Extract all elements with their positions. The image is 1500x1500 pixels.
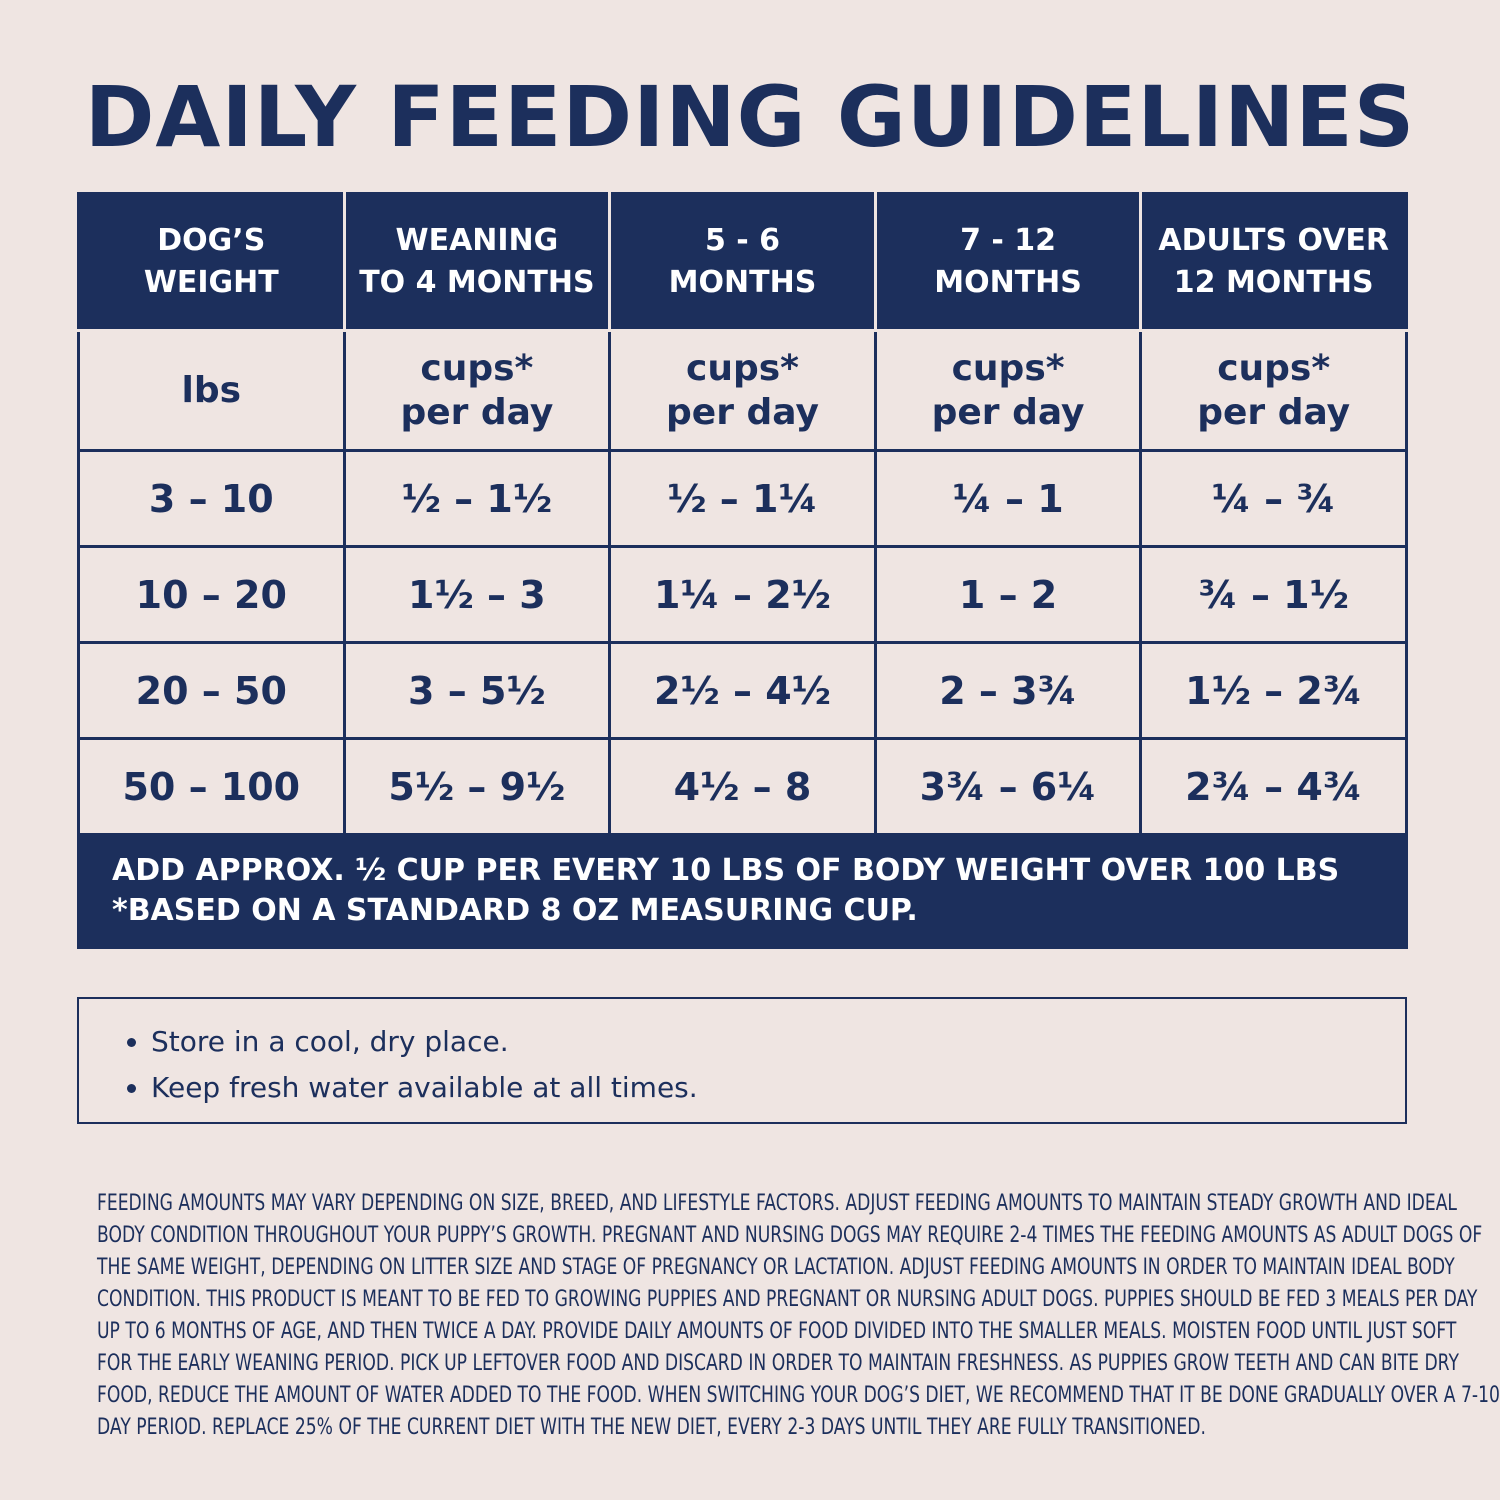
- data-cell: 50 – 100: [77, 737, 346, 836]
- unit-cell: cups* per day: [342, 329, 612, 452]
- header-cell: DOG’S WEIGHT: [77, 192, 346, 332]
- fine-print-line: CONDITION. THIS PRODUCT IS MEANT TO BE F…: [97, 1287, 1478, 1312]
- unit-line: per day: [1197, 391, 1351, 433]
- unit-line: per day: [931, 391, 1085, 433]
- header-line: 12 MONTHS: [1173, 265, 1374, 300]
- data-cell: 10 – 20: [77, 545, 346, 644]
- unit-cell: cups* per day: [873, 329, 1143, 452]
- footer-line: ADD APPROX. ½ CUP PER EVERY 10 LBS OF BO…: [112, 853, 1340, 888]
- unit-line: per day: [400, 391, 554, 433]
- footer-cell: ADD APPROX. ½ CUP PER EVERY 10 LBS OF BO…: [77, 833, 1408, 949]
- header-line: 5 - 6: [704, 223, 781, 258]
- fine-print-line: THE SAME WEIGHT, DEPENDING ON LITTER SIZ…: [97, 1255, 1455, 1280]
- unit-line: cups*: [951, 347, 1065, 389]
- data-cell: ¼ – 1: [873, 449, 1143, 548]
- unit-line: lbs: [181, 369, 242, 411]
- data-cell: 2 – 3¾: [873, 641, 1143, 740]
- header-cell: 5 - 6 MONTHS: [608, 192, 877, 332]
- data-cell: 3 – 10: [77, 449, 346, 548]
- data-cell: 1 – 2: [873, 545, 1143, 644]
- data-cell: 5½ – 9½: [342, 737, 612, 836]
- unit-cell: cups* per day: [608, 329, 877, 452]
- header-line: 7 - 12: [960, 223, 1057, 258]
- data-cell: 1½ – 3: [342, 545, 612, 644]
- note: Keep fresh water available at all times.: [151, 1065, 1405, 1111]
- data-cell: 1¼ – 2½: [608, 545, 877, 644]
- header-line: DOG’S: [157, 223, 266, 258]
- data-row: 50 – 100 5½ – 9½ 4½ – 8 3¾ – 6¼ 2¾ – 4¾: [77, 737, 1408, 836]
- footer-line: *BASED ON A STANDARD 8 OZ MEASURING CUP.: [112, 893, 918, 928]
- data-cell: ¼ – ¾: [1139, 449, 1408, 548]
- header-line: MONTHS: [668, 265, 817, 300]
- fine-print-line: FEEDING AMOUNTS MAY VARY DEPENDING ON SI…: [97, 1191, 1458, 1216]
- title: DAILY FEEDING GUIDELINES: [84, 68, 1416, 166]
- data-cell: ½ – 1½: [342, 449, 612, 548]
- unit-line: cups*: [685, 347, 799, 389]
- header-row: DOG’S WEIGHT WEANING TO 4 MONTHS 5 - 6 MONTHS…: [77, 192, 1408, 332]
- header-cell: ADULTS OVER 12 MONTHS: [1139, 192, 1408, 332]
- data-cell: 2¾ – 4¾: [1139, 737, 1408, 836]
- data-cell: 4½ – 8: [608, 737, 877, 836]
- unit-line: per day: [666, 391, 819, 433]
- data-cell: ¾ – 1½: [1139, 545, 1408, 644]
- fine-print-line: BODY CONDITION THROUGHOUT YOUR PUPPY’S G…: [97, 1223, 1483, 1248]
- header-cell: 7 - 12 MONTHS: [873, 192, 1143, 332]
- fine-print-line: UP TO 6 MONTHS OF AGE, AND THEN TWICE A …: [97, 1319, 1457, 1344]
- header-line: WEANING: [395, 223, 559, 258]
- header-line: ADULTS OVER: [1158, 223, 1390, 258]
- unit-cell: cups* per day: [1139, 329, 1408, 452]
- data-cell: 1½ – 2¾: [1139, 641, 1408, 740]
- data-cell: 3 – 5½: [342, 641, 612, 740]
- fine-print: FEEDING AMOUNTS MAY VARY DEPENDING ON SI…: [97, 1188, 1500, 1444]
- fine-print-line: FOOD, REDUCE THE AMOUNT OF WATER ADDED T…: [97, 1383, 1500, 1408]
- footer-row: ADD APPROX. ½ CUP PER EVERY 10 LBS OF BO…: [77, 833, 1408, 949]
- data-cell: 20 – 50: [77, 641, 346, 740]
- unit-line: cups*: [1217, 347, 1331, 389]
- unit-line: cups*: [420, 347, 534, 389]
- notes-box: Store in a cool, dry place.Keep fresh wa…: [77, 997, 1407, 1124]
- notes-list: Store in a cool, dry place.Keep fresh wa…: [79, 1019, 1405, 1111]
- data-cell: 3¾ – 6¼: [873, 737, 1143, 836]
- header-line: MONTHS: [934, 265, 1082, 300]
- data-cell: ½ – 1¼: [608, 449, 877, 548]
- data-cell: 2½ – 4½: [608, 641, 877, 740]
- header-cell: WEANING TO 4 MONTHS: [342, 192, 612, 332]
- note: Store in a cool, dry place.: [151, 1019, 1405, 1065]
- fine-print-line: FOR THE EARLY WEANING PERIOD. PICK UP LE…: [97, 1351, 1459, 1376]
- header-line: WEIGHT: [143, 265, 279, 300]
- header-line: TO 4 MONTHS: [359, 265, 595, 300]
- unit-row: lbs cups* per day cups* per day cups* per day c…: [77, 329, 1408, 452]
- fine-print-line: DAY PERIOD. REPLACE 25% OF THE CURRENT D…: [97, 1415, 1206, 1440]
- data-row: 20 – 50 3 – 5½ 2½ – 4½ 2 – 3¾ 1½ – 2¾: [77, 641, 1408, 740]
- unit-cell: lbs: [77, 329, 346, 452]
- feeding-table: DOG’S WEIGHT WEANING TO 4 MONTHS 5 - 6 MONTHS…: [77, 192, 1408, 949]
